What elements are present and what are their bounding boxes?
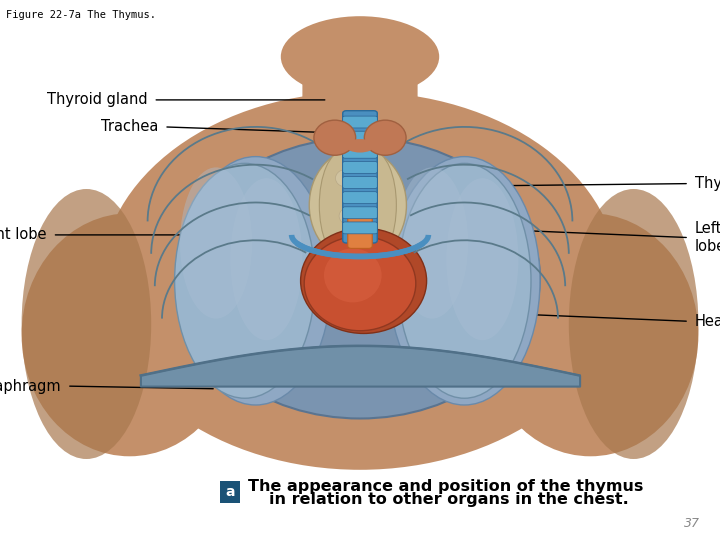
Ellipse shape bbox=[364, 120, 406, 156]
Text: The appearance and position of the thymus: The appearance and position of the thymu… bbox=[248, 480, 644, 495]
Text: Left
lung: Left lung bbox=[355, 278, 387, 310]
FancyBboxPatch shape bbox=[343, 177, 377, 188]
FancyBboxPatch shape bbox=[343, 192, 377, 204]
FancyBboxPatch shape bbox=[343, 207, 377, 219]
Ellipse shape bbox=[22, 189, 151, 459]
Ellipse shape bbox=[175, 163, 315, 399]
Text: Trachea: Trachea bbox=[101, 119, 158, 134]
Ellipse shape bbox=[569, 189, 698, 459]
FancyBboxPatch shape bbox=[343, 146, 377, 158]
Ellipse shape bbox=[346, 139, 374, 152]
Text: Diaphragm: Diaphragm bbox=[0, 379, 61, 394]
Ellipse shape bbox=[320, 151, 366, 259]
Text: Thymus: Thymus bbox=[695, 176, 720, 191]
Ellipse shape bbox=[101, 92, 619, 470]
Ellipse shape bbox=[301, 228, 426, 333]
Text: Right lobe: Right lobe bbox=[0, 227, 47, 242]
Ellipse shape bbox=[482, 213, 698, 456]
Ellipse shape bbox=[389, 157, 540, 405]
Ellipse shape bbox=[314, 120, 356, 156]
Text: Right
lung: Right lung bbox=[197, 294, 235, 327]
FancyBboxPatch shape bbox=[343, 131, 377, 143]
Ellipse shape bbox=[304, 237, 416, 330]
Ellipse shape bbox=[22, 213, 238, 456]
FancyBboxPatch shape bbox=[343, 116, 377, 128]
FancyBboxPatch shape bbox=[220, 481, 240, 503]
Ellipse shape bbox=[324, 248, 382, 302]
Ellipse shape bbox=[357, 175, 377, 192]
Ellipse shape bbox=[446, 178, 518, 340]
Ellipse shape bbox=[334, 245, 354, 262]
FancyBboxPatch shape bbox=[348, 213, 372, 248]
Text: in relation to other organs in the chest.: in relation to other organs in the chest… bbox=[269, 492, 629, 508]
Text: Heart: Heart bbox=[695, 314, 720, 329]
Ellipse shape bbox=[396, 167, 468, 319]
Ellipse shape bbox=[309, 148, 406, 262]
FancyBboxPatch shape bbox=[302, 57, 418, 159]
Text: 37: 37 bbox=[684, 517, 700, 530]
FancyBboxPatch shape bbox=[343, 222, 377, 234]
Ellipse shape bbox=[230, 178, 302, 340]
Text: Thyroid gland: Thyroid gland bbox=[47, 92, 148, 107]
Ellipse shape bbox=[398, 163, 531, 399]
Ellipse shape bbox=[354, 213, 374, 230]
Text: Figure 22-7a The Thymus.: Figure 22-7a The Thymus. bbox=[6, 10, 156, 20]
Text: a: a bbox=[225, 485, 235, 499]
FancyBboxPatch shape bbox=[343, 161, 377, 173]
Ellipse shape bbox=[180, 167, 252, 319]
Ellipse shape bbox=[180, 138, 540, 418]
Ellipse shape bbox=[350, 151, 397, 259]
FancyBboxPatch shape bbox=[343, 111, 377, 243]
Ellipse shape bbox=[336, 170, 356, 187]
Text: Left
lobe: Left lobe bbox=[695, 221, 720, 254]
Ellipse shape bbox=[339, 207, 359, 225]
Ellipse shape bbox=[180, 157, 331, 405]
Ellipse shape bbox=[361, 242, 381, 260]
Ellipse shape bbox=[281, 16, 439, 97]
